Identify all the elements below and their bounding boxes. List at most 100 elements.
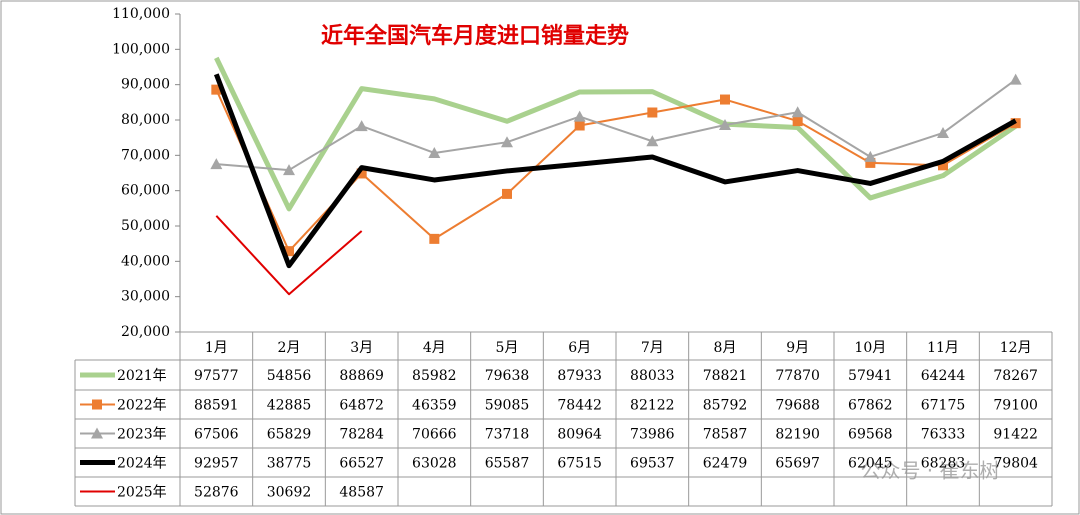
legend-label: 2021年 [117, 368, 167, 384]
y-tick-label: 40,000 [121, 253, 170, 269]
table-cell: 69537 [630, 456, 675, 472]
table-cell: 64872 [339, 398, 384, 414]
table-cell: 79688 [775, 398, 820, 414]
y-tick-label: 90,000 [121, 77, 170, 93]
table-cell: 97577 [194, 368, 239, 384]
table-cell: 79804 [993, 456, 1038, 472]
series-line [216, 78, 1017, 172]
table-cell: 57941 [848, 368, 893, 384]
marker [502, 188, 512, 199]
marker [573, 110, 586, 122]
table-cell: 92957 [194, 456, 239, 472]
x-tick-label: 6月 [568, 340, 591, 356]
marker [938, 160, 948, 171]
marker [211, 84, 222, 95]
marker [791, 106, 804, 118]
table-cell: 62045 [848, 456, 893, 472]
x-tick-label: 1月 [205, 340, 228, 356]
marker [284, 246, 294, 257]
marker [792, 116, 803, 127]
table-cell: 88033 [630, 368, 675, 384]
x-tick-label: 8月 [714, 340, 737, 356]
table-cell: 69568 [848, 427, 893, 443]
y-tick-label: 50,000 [121, 218, 170, 234]
table-cell: 78267 [993, 368, 1038, 384]
table-cell: 70666 [412, 427, 457, 443]
table-cell: 88591 [194, 398, 239, 414]
y-tick-label: 30,000 [121, 289, 170, 305]
table-cell: 73718 [485, 427, 530, 443]
x-tick-label: 10月 [854, 340, 886, 356]
table-cell: 78284 [339, 427, 384, 443]
table-cell: 78442 [557, 398, 602, 414]
x-tick-label: 7月 [641, 340, 664, 356]
table-cell: 85792 [703, 398, 748, 414]
marker [428, 146, 441, 158]
table-cell: 62479 [703, 456, 748, 472]
x-tick-label: 2月 [278, 340, 301, 356]
chart-title: 近年全国汽车月度进口销量走势 [321, 23, 629, 49]
table-cell: 85982 [412, 368, 457, 384]
y-tick-label: 20,000 [121, 324, 170, 340]
marker [864, 150, 877, 162]
series-line [214, 56, 1018, 212]
x-tick-label: 12月 [1000, 340, 1032, 356]
table-cell: 77870 [775, 368, 820, 384]
marker [91, 427, 103, 439]
table-cell: 78587 [703, 427, 748, 443]
table-cell: 63028 [412, 456, 457, 472]
y-tick-label: 110,000 [112, 6, 170, 22]
table-cell: 67515 [557, 456, 602, 472]
y-tick-label: 80,000 [121, 112, 170, 128]
table-cell: 52876 [194, 485, 239, 501]
marker [501, 136, 513, 148]
table-cell: 42885 [267, 398, 312, 414]
table-cell: 79100 [993, 398, 1038, 414]
marker [574, 120, 585, 131]
table-cell: 91422 [993, 427, 1038, 443]
table-cell: 64244 [921, 368, 966, 384]
legend-label: 2025年 [117, 485, 167, 501]
series-line [215, 215, 363, 296]
table-cell: 65829 [267, 427, 312, 443]
table-cell: 73986 [630, 427, 675, 443]
marker [1009, 73, 1022, 85]
x-tick-label: 4月 [423, 340, 446, 356]
table-cell: 87933 [557, 368, 602, 384]
table-cell: 67862 [848, 398, 893, 414]
marker [937, 126, 949, 138]
marker [720, 94, 730, 105]
table-cell: 46359 [412, 398, 457, 414]
table-cell: 66527 [339, 456, 384, 472]
y-tick-label: 70,000 [121, 147, 170, 163]
table-cell: 67506 [194, 427, 239, 443]
marker [647, 107, 658, 118]
legend-label: 2024年 [117, 456, 167, 472]
watermark: 公众号 · 崔东树 [860, 459, 999, 483]
table-cell: 68283 [921, 456, 966, 472]
marker [646, 135, 659, 147]
table-cell: 65587 [485, 456, 530, 472]
marker [719, 118, 731, 130]
table-cell: 80964 [557, 427, 602, 443]
x-tick-label: 3月 [350, 340, 373, 356]
table-cell: 79638 [485, 368, 530, 384]
table-cell: 82190 [775, 427, 820, 443]
marker [865, 157, 876, 168]
marker [210, 158, 223, 170]
table-cell: 88869 [339, 368, 384, 384]
legend-label: 2023年 [117, 427, 167, 443]
marker [355, 120, 368, 132]
table-cell: 30692 [267, 485, 312, 501]
marker [429, 233, 440, 244]
table-cell: 54856 [267, 368, 312, 384]
table-cell: 59085 [485, 398, 530, 414]
x-tick-label: 9月 [786, 340, 809, 356]
marker [283, 164, 295, 176]
y-tick-label: 100,000 [112, 41, 170, 57]
table-cell: 48587 [339, 485, 384, 501]
x-tick-label: 11月 [927, 340, 959, 356]
table-cell: 76333 [921, 427, 966, 443]
